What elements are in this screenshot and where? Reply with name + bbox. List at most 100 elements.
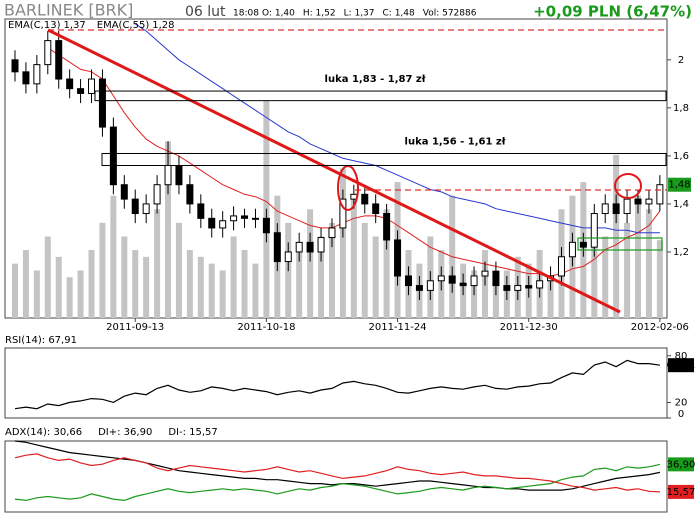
volume-bar: [33, 270, 40, 318]
last-value-label: 15,57: [667, 487, 696, 498]
volume-bar: [656, 240, 663, 318]
y-tick-label: 1,2: [673, 247, 689, 258]
volume-bar: [165, 141, 172, 318]
candle-body: [656, 184, 664, 205]
volume-bar: [635, 195, 642, 318]
candle-body: [514, 285, 522, 291]
legend-value: 1,37: [63, 20, 85, 31]
candle-body: [153, 184, 161, 205]
quote-item: O: 1,40: [262, 9, 295, 19]
candle-body: [568, 241, 576, 258]
volume-bar: [154, 209, 161, 318]
candle-body: [284, 251, 292, 263]
legend-value: 1,28: [152, 20, 174, 31]
legend-entry: DI-: 15,57: [168, 427, 217, 438]
volume-bar: [547, 277, 554, 318]
volume-bar: [252, 263, 259, 318]
candle-body: [55, 40, 63, 80]
legend-entry: ADX(14): 30,66: [5, 427, 82, 438]
volume-bar: [328, 222, 335, 318]
gap-box: [101, 152, 667, 166]
candle-body: [88, 78, 96, 94]
volume-bar: [77, 270, 84, 318]
panel-title: RSI(14): 67,91: [5, 335, 77, 346]
indicator-line: [14, 453, 660, 493]
y-tick-label: 1,8: [673, 103, 689, 114]
candle-body: [208, 217, 216, 229]
volume-bar: [186, 250, 193, 318]
candle-body: [142, 203, 150, 215]
candle-body: [219, 220, 227, 229]
volume-bar: [230, 236, 237, 318]
volume-bar: [143, 256, 150, 318]
volume-bar: [66, 277, 73, 318]
candle-body: [536, 280, 544, 289]
volume-bar: [132, 250, 139, 318]
volume-bar: [121, 236, 128, 318]
candle-body: [33, 64, 41, 85]
candle-body: [645, 198, 653, 205]
volume-bar: [613, 154, 620, 318]
candle-body: [251, 217, 259, 220]
price-layer: [11, 23, 664, 318]
quote-item: L: 1,37: [344, 9, 375, 19]
candle-body: [241, 215, 249, 219]
y-tick-label: 2: [678, 55, 684, 66]
quote-item: Vol: 572886: [423, 9, 477, 19]
support-box: [577, 237, 663, 251]
volume-bar: [55, 256, 62, 318]
candle-body: [77, 88, 85, 94]
candle-body: [437, 275, 445, 282]
candle-body: [120, 184, 128, 200]
indicator-line: [14, 359, 660, 410]
candle-body: [295, 241, 303, 253]
candle-body: [415, 285, 423, 291]
volume-bar: [339, 168, 346, 318]
last-value-badge: [668, 358, 694, 373]
volume-bar: [219, 270, 226, 318]
gap-box: [94, 90, 667, 102]
volume-bar: [645, 209, 652, 318]
candle-body: [197, 203, 205, 219]
candle-body: [601, 203, 609, 215]
candle-body: [11, 59, 19, 73]
quote-item: H: 1,52: [303, 9, 336, 19]
highlight-circle: [614, 173, 642, 199]
legend-name: EMA(C,55): [97, 20, 150, 31]
highlight-circle: [337, 165, 359, 211]
volume-bar: [307, 209, 314, 318]
last-value-badge: [668, 484, 694, 499]
candle-body: [634, 198, 642, 205]
candle-body: [492, 270, 500, 287]
y-tick-label: 80: [675, 351, 688, 362]
last-value-badge: [668, 457, 694, 472]
indicator-line: [134, 23, 660, 234]
quote-date: 06 lut: [185, 4, 226, 20]
volume-bar: [44, 236, 51, 318]
volume-bar: [88, 250, 95, 318]
rsi-panel: [4, 347, 668, 419]
candle-body: [317, 237, 325, 253]
x-tick-label: 2011-12-30: [500, 322, 558, 333]
price-change: +0,09 PLN (6,47%): [533, 3, 692, 21]
volume-bar: [241, 250, 248, 318]
last-value-label: 67,91: [667, 360, 696, 371]
quote-time: 18:08: [233, 9, 259, 19]
x-tick-label: 2011-09-13: [106, 322, 164, 333]
volume-bar: [492, 277, 499, 318]
candle-body: [230, 215, 238, 222]
candle-body: [306, 241, 314, 253]
y-tick-label: 1,4: [673, 199, 689, 210]
candle-body: [394, 239, 402, 277]
candle-body: [612, 203, 620, 215]
ticker-name: BARLINEK [BRK]: [4, 1, 133, 20]
candle-body: [404, 275, 412, 287]
x-tick-label: 2012-02-06: [631, 322, 689, 333]
volume-bar: [372, 236, 379, 318]
volume-bar: [350, 195, 357, 318]
candle-body: [383, 213, 391, 241]
candle-body: [503, 285, 511, 291]
candle-body: [579, 241, 587, 248]
candle-body: [22, 71, 30, 85]
